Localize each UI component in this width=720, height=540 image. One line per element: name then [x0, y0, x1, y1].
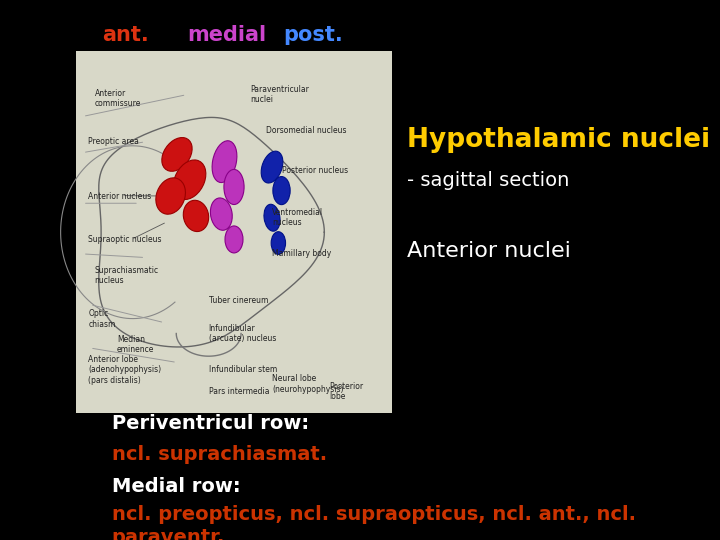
- Text: Periventricul row:: Periventricul row:: [112, 414, 309, 434]
- Text: Posterior
lobe: Posterior lobe: [329, 382, 363, 401]
- Text: post.: post.: [284, 25, 343, 45]
- Text: Anterior
commissure: Anterior commissure: [94, 89, 141, 108]
- Text: Infundibular
(arcuate) nucleus: Infundibular (arcuate) nucleus: [209, 324, 276, 343]
- Text: Dorsomedial nucleus: Dorsomedial nucleus: [266, 126, 346, 136]
- Text: Tuber cinereum: Tuber cinereum: [209, 296, 268, 306]
- Text: Optic
chiasm: Optic chiasm: [89, 309, 116, 329]
- Text: Anterior nucleus: Anterior nucleus: [89, 192, 151, 200]
- Text: ncl. preopticus, ncl. supraopticus, ncl. ant., ncl.: ncl. preopticus, ncl. supraopticus, ncl.…: [112, 504, 636, 524]
- Text: Anterior nuclei: Anterior nuclei: [407, 241, 571, 261]
- Text: ant.: ant.: [103, 25, 149, 45]
- Text: Neural lobe
(neurohypophysis): Neural lobe (neurohypophysis): [272, 374, 343, 394]
- Text: Ventromedial
nucleus: Ventromedial nucleus: [272, 208, 323, 227]
- Ellipse shape: [261, 151, 283, 183]
- Ellipse shape: [264, 204, 280, 231]
- Ellipse shape: [162, 138, 192, 171]
- Text: Posterior nucleus: Posterior nucleus: [282, 166, 348, 175]
- Text: Paraventricular
nuclei: Paraventricular nuclei: [250, 85, 309, 104]
- Text: paraventr.: paraventr.: [112, 528, 225, 540]
- Text: Hypothalamic nuclei: Hypothalamic nuclei: [407, 127, 710, 153]
- Text: Median
eminence: Median eminence: [117, 335, 154, 354]
- Text: Supraoptic nucleus: Supraoptic nucleus: [89, 235, 162, 244]
- Text: Medial row:: Medial row:: [112, 476, 240, 496]
- Ellipse shape: [210, 198, 233, 230]
- Text: Mamillary body: Mamillary body: [272, 249, 331, 259]
- Ellipse shape: [184, 200, 209, 232]
- Ellipse shape: [273, 177, 290, 205]
- Ellipse shape: [174, 160, 206, 199]
- Text: Preoptic area: Preoptic area: [89, 137, 139, 146]
- Text: Suprachiasmatic
nucleus: Suprachiasmatic nucleus: [94, 266, 158, 285]
- Text: medial: medial: [187, 25, 266, 45]
- Text: - sagittal section: - sagittal section: [407, 171, 570, 191]
- Text: Infundibular stem: Infundibular stem: [209, 365, 277, 374]
- Text: ncl. suprachiasmat.: ncl. suprachiasmat.: [112, 445, 327, 464]
- Ellipse shape: [224, 170, 244, 205]
- Text: Pars intermedia: Pars intermedia: [209, 387, 269, 396]
- Bar: [76, 51, 392, 413]
- Ellipse shape: [156, 178, 186, 214]
- Ellipse shape: [271, 232, 286, 254]
- Text: Anterior lobe
(adenohypophysis)
(pars distalis): Anterior lobe (adenohypophysis) (pars di…: [89, 355, 161, 384]
- Ellipse shape: [225, 226, 243, 253]
- Ellipse shape: [212, 141, 237, 183]
